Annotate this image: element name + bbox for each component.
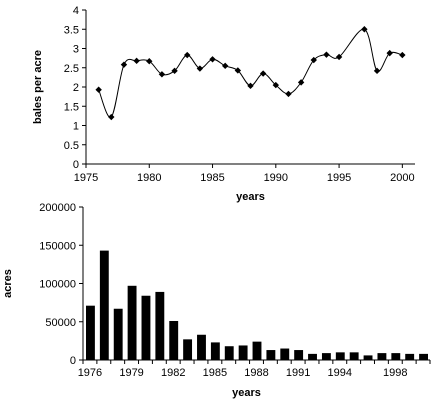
y-tick-label: 2.5: [64, 63, 79, 75]
bar-1977: [99, 250, 109, 360]
bar-1983: [183, 339, 193, 360]
bar-1976: [86, 305, 95, 360]
bar-2000: [419, 353, 428, 360]
x-tick-label: 1979: [119, 367, 143, 379]
x-tick-label: 1980: [137, 172, 161, 184]
data-point-marker: [209, 56, 216, 63]
y-axis-label: bales per acre: [32, 50, 44, 124]
y-tick-label: 50000: [45, 317, 76, 329]
y-tick-label: 100000: [39, 279, 76, 291]
data-point-marker: [221, 62, 229, 70]
y-tick-label: 3.5: [64, 24, 79, 36]
bar-1990: [280, 348, 290, 360]
bar-1984: [197, 334, 206, 360]
y-tick-label: 0: [73, 159, 79, 171]
bar-1992: [308, 353, 317, 360]
x-axis-ticks: 1975 1980 1985 1990 1995 2000: [74, 164, 415, 184]
acreage-bars: [86, 250, 428, 360]
data-point-marker: [373, 67, 381, 75]
bar-1985: [210, 342, 220, 360]
data-point-marker: [108, 113, 115, 121]
bar-1986: [224, 346, 234, 360]
x-axis-label: years: [232, 387, 261, 399]
y-axis-ticks: 0 0.5 1 1.5 2 2.5 3 3.5 4: [64, 5, 86, 171]
x-tick-label: 1975: [74, 172, 98, 184]
bar-1980: [141, 295, 151, 360]
bar-1989: [266, 350, 276, 360]
yield-series-points: [95, 26, 406, 121]
data-point-marker: [323, 51, 330, 58]
x-axis-ticks: 1976 1979 1982 1985 1988 1991 1994 1998: [78, 360, 431, 379]
x-tick-label: 1990: [264, 172, 288, 184]
y-axis-ticks: 0 50000 100000 150000 200000: [39, 202, 83, 367]
data-point-marker: [335, 53, 343, 61]
bar-1991: [294, 350, 304, 360]
data-point-marker: [120, 61, 128, 68]
data-point-marker: [259, 70, 267, 77]
y-tick-label: 200000: [39, 202, 76, 214]
x-tick-label: 1982: [161, 367, 185, 379]
data-point-marker: [196, 65, 204, 72]
bar-1979: [127, 285, 137, 360]
bar-1987: [238, 345, 248, 360]
y-tick-label: 3: [73, 44, 79, 56]
yield-line-chart: 0 0.5 1 1.5 2 2.5 3 3.5 4 1975 1980 1985 1990 1995 20…: [32, 5, 415, 203]
data-point-marker: [158, 71, 166, 78]
data-point-marker: [146, 58, 153, 65]
data-point-marker: [297, 79, 305, 86]
x-tick-label: 2000: [390, 172, 414, 184]
data-point-marker: [247, 82, 254, 90]
data-point-marker: [361, 26, 368, 33]
data-point-marker: [171, 67, 178, 75]
data-point-marker: [184, 51, 191, 59]
bar-1995: [349, 352, 359, 360]
bar-1993: [321, 353, 331, 360]
y-tick-label: 0.5: [64, 140, 79, 152]
bar-1999: [405, 353, 415, 360]
x-tick-label: 1995: [327, 172, 351, 184]
y-tick-label: 1: [73, 121, 79, 133]
x-tick-label: 1985: [200, 172, 224, 184]
y-tick-label: 150000: [39, 240, 76, 252]
data-point-marker: [272, 81, 280, 89]
x-axis-label: years: [236, 191, 265, 203]
y-axis-label: acres: [2, 269, 14, 298]
bar-1998: [391, 353, 401, 360]
x-tick-label: 1998: [383, 367, 407, 379]
bar-1978: [113, 308, 123, 360]
x-tick-label: 1988: [244, 367, 268, 379]
acreage-bar-chart: 0 50000 100000 150000 200000 1976 1979 1982 198…: [2, 202, 431, 399]
y-tick-label: 0: [70, 355, 76, 367]
x-tick-label: 1985: [203, 367, 227, 379]
y-tick-label: 1.5: [64, 101, 79, 113]
bar-1997: [377, 353, 387, 360]
data-point-marker: [399, 51, 406, 59]
data-point-marker: [310, 56, 317, 64]
x-tick-label: 1991: [286, 367, 310, 379]
bar-1994: [335, 352, 345, 360]
data-point-marker: [234, 67, 242, 74]
y-tick-label: 2: [73, 82, 79, 94]
data-point-marker: [133, 57, 140, 65]
bar-1988: [252, 341, 262, 360]
data-point-marker: [95, 86, 102, 93]
data-point-marker: [386, 49, 393, 57]
data-point-marker: [285, 90, 292, 98]
bar-1981: [155, 291, 165, 360]
yield-series-line: [98, 28, 403, 118]
x-tick-label: 1976: [78, 367, 102, 379]
bar-1982: [169, 320, 179, 360]
bar-1996: [363, 355, 373, 360]
x-tick-label: 1994: [328, 367, 352, 379]
y-tick-label: 4: [73, 5, 79, 17]
